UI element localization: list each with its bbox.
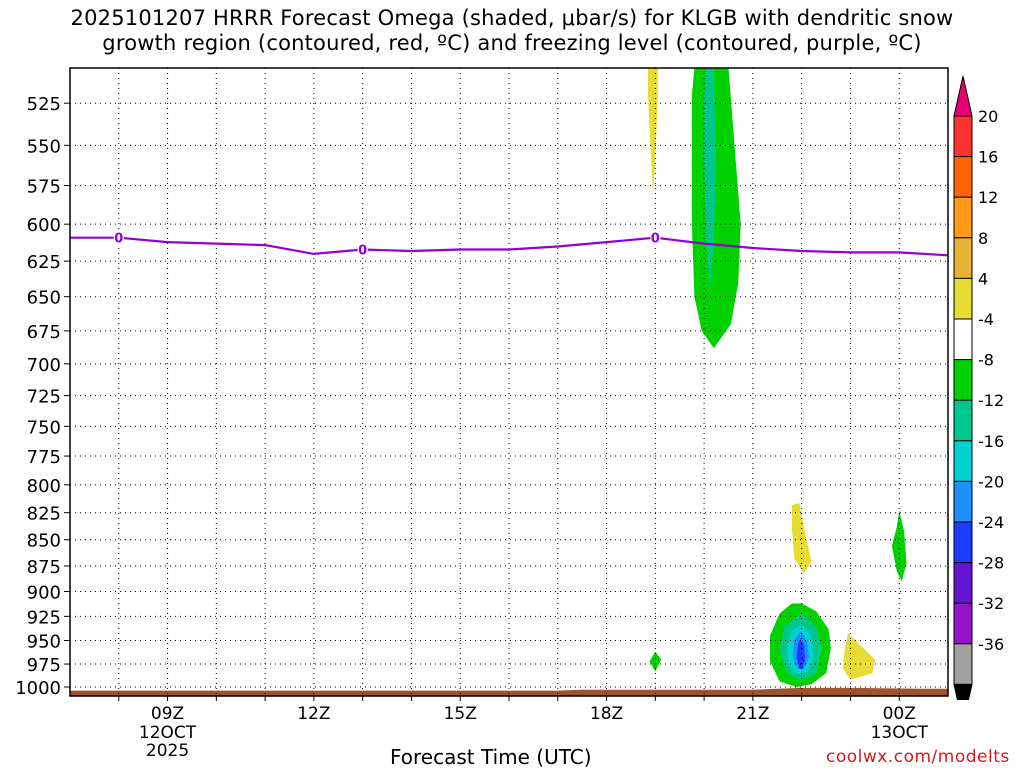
x-axis-label: Forecast Time (UTC) [390, 745, 592, 769]
x-tick-sublabel: 2025 [146, 741, 189, 761]
y-tick-label: 825 [27, 504, 61, 525]
x-tick-label: 18Z [590, 704, 623, 724]
plot-content: 0 0 0 [70, 68, 948, 696]
colorbar-label: 8 [978, 229, 988, 248]
y-tick-label: 775 [27, 447, 61, 468]
y-tick-label: 975 [27, 655, 61, 676]
omega-region-green-upper [691, 68, 741, 349]
omega-region-yellow-upper [648, 68, 658, 194]
plot-area: 0 0 0 525 550 575 600 625 650 675 700 725 750 775 800 8… [15, 67, 949, 761]
y-tick-label: 875 [27, 557, 61, 578]
x-tick-label: 09Z [151, 704, 184, 724]
freezing-level-label: 0 [651, 232, 660, 247]
colorbar-segment [953, 440, 973, 482]
colorbar-label: 4 [978, 269, 988, 288]
chart-title: 2025101207 HRRR Forecast Omega (shaded, … [70, 6, 954, 55]
colorbar-label: -20 [978, 472, 1004, 491]
colorbar-label: -36 [978, 635, 1004, 654]
y-tick-label: 850 [27, 531, 61, 552]
omega-region-green-970 [649, 651, 662, 672]
y-tick-label: 650 [27, 288, 61, 309]
x-tick-label: 15Z [444, 704, 477, 724]
colorbar-segment [953, 277, 973, 320]
y-tick-label: 625 [27, 252, 61, 273]
colorbar: 20 16 12 8 4 -4 -8 -12 -16 -20 -24 -28 -32 -36 [953, 75, 1004, 700]
colorbar-label: -12 [978, 391, 1004, 410]
freezing-label-bg [650, 230, 661, 245]
y-tick-label: 575 [27, 177, 61, 198]
colorbar-segment [953, 237, 973, 279]
colorbar-segment [953, 75, 973, 117]
colorbar-segment [953, 115, 973, 158]
colorbar-segment [953, 643, 973, 685]
freezing-level-label: 0 [114, 232, 123, 247]
freezing-level-label: 0 [358, 243, 367, 258]
y-tick-label: 750 [27, 417, 61, 438]
colorbar-segment [953, 683, 973, 700]
colorbar-segment [953, 399, 973, 442]
freezing-label-bg [357, 242, 368, 257]
omega-region-teal-upper [704, 68, 717, 290]
colorbar-segment [953, 521, 973, 564]
x-tick-sublabel: 12OCT [139, 723, 197, 743]
y-tick-label: 700 [27, 355, 61, 376]
y-tick-label: 550 [27, 136, 61, 157]
omega-region-green-860 [891, 510, 907, 582]
colorbar-segment [953, 562, 973, 604]
colorbar-segment [953, 196, 973, 239]
colorbar-segment [953, 602, 973, 645]
colorbar-label: -8 [978, 351, 994, 370]
colorbar-segment [953, 359, 973, 401]
y-tick-label: 925 [27, 607, 61, 628]
y-tick-label: 675 [27, 322, 61, 343]
colorbar-label: -4 [978, 310, 994, 329]
x-tick-label: 00Z [883, 704, 916, 724]
y-tick-label: 600 [27, 215, 61, 236]
colorbar-label: -32 [978, 594, 1004, 613]
terrain-fill [70, 687, 948, 696]
freezing-level-line [70, 236, 948, 257]
credit-text: coolwx.com/modelts [826, 747, 1010, 767]
omega-region-darkblue-950 [796, 638, 806, 669]
y-tick-label: 725 [27, 387, 61, 408]
y-tick-label: 950 [27, 632, 61, 653]
colorbar-label: 12 [978, 188, 998, 207]
omega-region-yellow-970 [843, 632, 875, 680]
plot-frame [69, 67, 949, 697]
y-tick-label: 900 [27, 583, 61, 604]
y-tick-label: 525 [27, 94, 61, 115]
colorbar-label: 16 [978, 148, 998, 167]
x-tick-sublabel: 13OCT [871, 723, 929, 743]
colorbar-segment [953, 156, 973, 198]
x-tick-label: 12Z [297, 704, 330, 724]
x-tick-label: 21Z [736, 704, 769, 724]
freezing-label-bg [113, 230, 124, 245]
y-tick-label: 1000 [15, 678, 61, 699]
colorbar-label: 20 [978, 107, 998, 126]
colorbar-label: -24 [978, 513, 1004, 532]
colorbar-label: -16 [978, 432, 1004, 451]
y-tick-label: 800 [27, 476, 61, 497]
colorbar-segment [953, 480, 973, 523]
colorbar-segment [953, 318, 973, 361]
colorbar-label: -28 [978, 554, 1004, 573]
